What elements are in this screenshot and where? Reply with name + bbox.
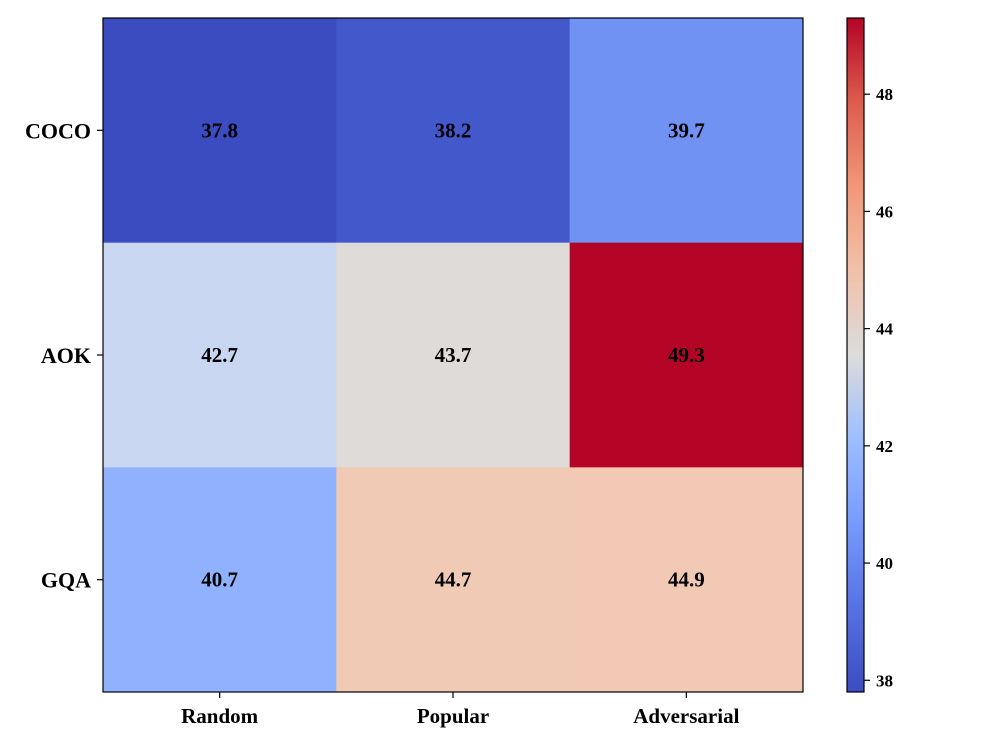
- heatmap-axes: COCO AOK GQA Random Popular Adversarial: [25, 17, 804, 728]
- x-tick-label: Adversarial: [633, 704, 739, 728]
- colorbar-gradient: [847, 18, 864, 692]
- y-tick-label: GQA: [41, 568, 91, 593]
- cell-value-label: 38.2: [435, 118, 472, 142]
- cell-value-label: 37.8: [201, 118, 238, 142]
- cell-value-label: 42.7: [201, 343, 238, 367]
- colorbar-tick-label: 42: [876, 437, 893, 456]
- colorbar-tick-label: 40: [876, 554, 893, 573]
- heatmap-cell-aok-random: [103, 242, 337, 468]
- heatmap-cell-coco-adversarial: [569, 18, 804, 244]
- y-tick-label: COCO: [25, 118, 91, 143]
- colorbar-tick-label: 38: [876, 671, 893, 690]
- colorbar-tick-label: 46: [876, 202, 893, 221]
- heatmap-cell-coco-random: [103, 18, 337, 244]
- heatmap-cell-gqa-adversarial: [569, 467, 804, 693]
- cell-value-label: 44.7: [435, 568, 472, 592]
- cell-value-label: 43.7: [435, 343, 472, 367]
- heatmap-cell-coco-popular: [336, 18, 571, 244]
- cell-value-label: 49.3: [668, 343, 705, 367]
- colorbar-tick-label: 44: [876, 320, 894, 339]
- x-tick-label: Popular: [417, 704, 489, 728]
- heatmap-cell-aok-popular: [336, 242, 571, 468]
- cell-value-label: 39.7: [668, 118, 705, 142]
- colorbar: 38 40 42 44 46 48: [846, 17, 894, 693]
- x-tick-label: Random: [181, 704, 259, 728]
- heatmap-cell-gqa-random: [103, 467, 337, 693]
- cell-value-label: 40.7: [201, 568, 238, 592]
- heatmap-cell-gqa-popular: [336, 467, 571, 693]
- cell-value-label: 44.9: [668, 568, 705, 592]
- heatmap-cell-aok-adversarial: [569, 242, 804, 468]
- colorbar-tick-label: 48: [876, 85, 893, 104]
- colorbar-frame: [846, 17, 865, 693]
- y-tick-label: AOK: [41, 343, 91, 368]
- heatmap-cell-labels: 37.8 38.2 39.7 42.7 43.7 49.3 40.7 44.7 44.9: [201, 118, 704, 591]
- heatmap-cells: [103, 18, 804, 693]
